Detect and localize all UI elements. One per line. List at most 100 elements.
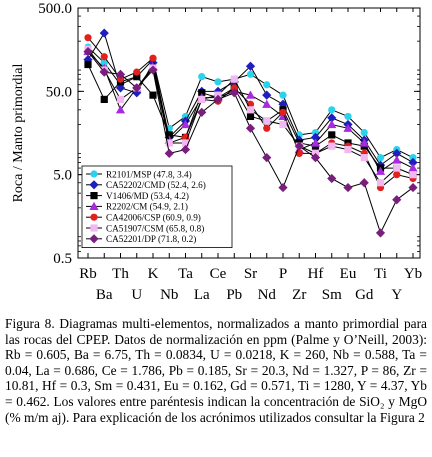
- data-point-gd: [360, 154, 368, 162]
- data-point-sm: [327, 173, 337, 184]
- data-point-th: [115, 69, 126, 79]
- x-tick-label-th: Th: [112, 266, 129, 282]
- data-point-rb: [83, 55, 93, 65]
- data-point-ba: [100, 53, 108, 61]
- legend-entry-r2101-msp: R2101/MSP (47.8, 3.4): [106, 169, 192, 179]
- data-point-rb: [84, 60, 92, 69]
- data-point-yb: [409, 154, 417, 162]
- data-point-sr: [245, 61, 256, 71]
- x-tick-label-ce: Ce: [210, 266, 227, 282]
- data-point-nd: [262, 99, 272, 108]
- data-point-nd: [262, 90, 272, 100]
- data-point-sr: [246, 106, 255, 114]
- data-point-nb: [165, 139, 173, 147]
- data-point-ti: [375, 228, 386, 238]
- data-point-ba: [100, 95, 108, 104]
- data-point-rb: [83, 46, 93, 57]
- x-tick-label-zr: Zr: [292, 287, 306, 303]
- data-point-ti: [376, 179, 385, 187]
- data-point-y: [393, 171, 401, 179]
- data-point-sm: [328, 106, 336, 114]
- data-point-y: [392, 148, 402, 158]
- axes: 500.0 50.0 5.0 0.5: [38, 1, 421, 267]
- x-tick-label-y: Y: [391, 287, 402, 303]
- data-point-u: [132, 88, 142, 98]
- data-point-nb: [164, 148, 174, 158]
- series-ca52201-dp: [83, 46, 418, 238]
- data-point-nd: [263, 124, 271, 132]
- data-point-eu: [344, 112, 352, 121]
- data-point-y: [392, 195, 402, 205]
- y-tick-label: 50.0: [46, 84, 72, 100]
- legend-marker: [89, 180, 99, 190]
- data-point-hf: [310, 138, 321, 147]
- data-point-pb: [230, 84, 238, 92]
- data-point-la: [197, 107, 207, 117]
- data-point-sm: [328, 131, 336, 139]
- data-point-pb: [230, 75, 238, 83]
- legend-marker: [89, 234, 99, 244]
- data-point-rb: [84, 34, 92, 42]
- data-point-yb: [408, 157, 418, 168]
- data-point-sm: [328, 142, 336, 150]
- data-point-u: [132, 83, 142, 93]
- data-point-th: [116, 75, 125, 83]
- x-tick-label-ta: Ta: [178, 266, 193, 282]
- data-point-eu: [343, 123, 353, 132]
- data-point-sm: [327, 119, 337, 129]
- legend-entry-ca52201-dp: CA52201/DP (71.8, 0.2): [106, 234, 196, 244]
- data-point-ta: [181, 139, 190, 147]
- data-point-th: [115, 83, 126, 93]
- data-point-ba: [100, 59, 108, 67]
- legend-entry-ca42006-csp: CA42006/CSP (60.9, 0.9): [106, 213, 201, 223]
- x-tick-label-nb: Nb: [160, 287, 178, 303]
- data-point-ta: [180, 144, 191, 155]
- data-point-p: [279, 108, 287, 116]
- data-point-ti: [376, 154, 385, 162]
- data-point-eu: [344, 145, 352, 154]
- y-axis-label: Roca / Manto primordial: [11, 63, 26, 202]
- legend-marker: [90, 192, 98, 200]
- data-point-nd: [262, 153, 272, 163]
- data-point-zr: [294, 141, 304, 151]
- data-point-u: [133, 73, 141, 81]
- x-tick-label-gd: Gd: [355, 287, 374, 303]
- x-tick-label-nd: Nd: [258, 287, 277, 303]
- plot-frame: [77, 7, 421, 259]
- data-point-nb: [165, 131, 173, 139]
- data-point-y: [392, 155, 402, 164]
- data-point-nd: [263, 81, 271, 89]
- data-point-sr: [245, 90, 256, 99]
- x-tick-label-yb: Yb: [404, 266, 422, 282]
- x-tick-label-pb: Pb: [226, 287, 242, 303]
- y-tick-label: 5.0: [53, 168, 72, 184]
- x-tick-label-sm: Sm: [322, 287, 342, 303]
- legend-entry-ca52202-cmd: CA52202/CMD (52.4, 2.6): [106, 180, 206, 190]
- data-point-ce: [213, 94, 223, 105]
- x-tick-label-hf: Hf: [308, 266, 324, 282]
- data-point-ba: [99, 28, 109, 38]
- data-point-nd: [263, 117, 271, 125]
- data-point-gd: [360, 128, 368, 137]
- x-tick-label-ti: Ti: [374, 266, 387, 282]
- data-point-ba: [99, 67, 109, 77]
- legend-marker: [90, 224, 98, 232]
- data-point-p: [279, 91, 287, 99]
- data-point-eu: [343, 182, 353, 193]
- multi-element-chart: 500.050.05.00.5 R2101/MSP (47.8, 3.4)CA5…: [11, 1, 422, 303]
- data-point-th: [115, 105, 126, 114]
- data-point-la: [198, 89, 206, 97]
- data-point-ce: [214, 78, 222, 86]
- data-point-p: [278, 182, 288, 193]
- x-tick-label-p: P: [279, 266, 287, 282]
- y-tick-label: 500.0: [38, 1, 72, 17]
- series-layer: [83, 28, 418, 238]
- data-point-k: [148, 65, 158, 75]
- data-point-th: [116, 95, 125, 104]
- legend-marker: [90, 213, 98, 221]
- legend: R2101/MSP (47.8, 3.4)CA52202/CMD (52.4, …: [81, 165, 233, 248]
- data-point-yb: [408, 182, 418, 193]
- legend-marker: [90, 170, 98, 178]
- data-point-yb: [408, 163, 418, 172]
